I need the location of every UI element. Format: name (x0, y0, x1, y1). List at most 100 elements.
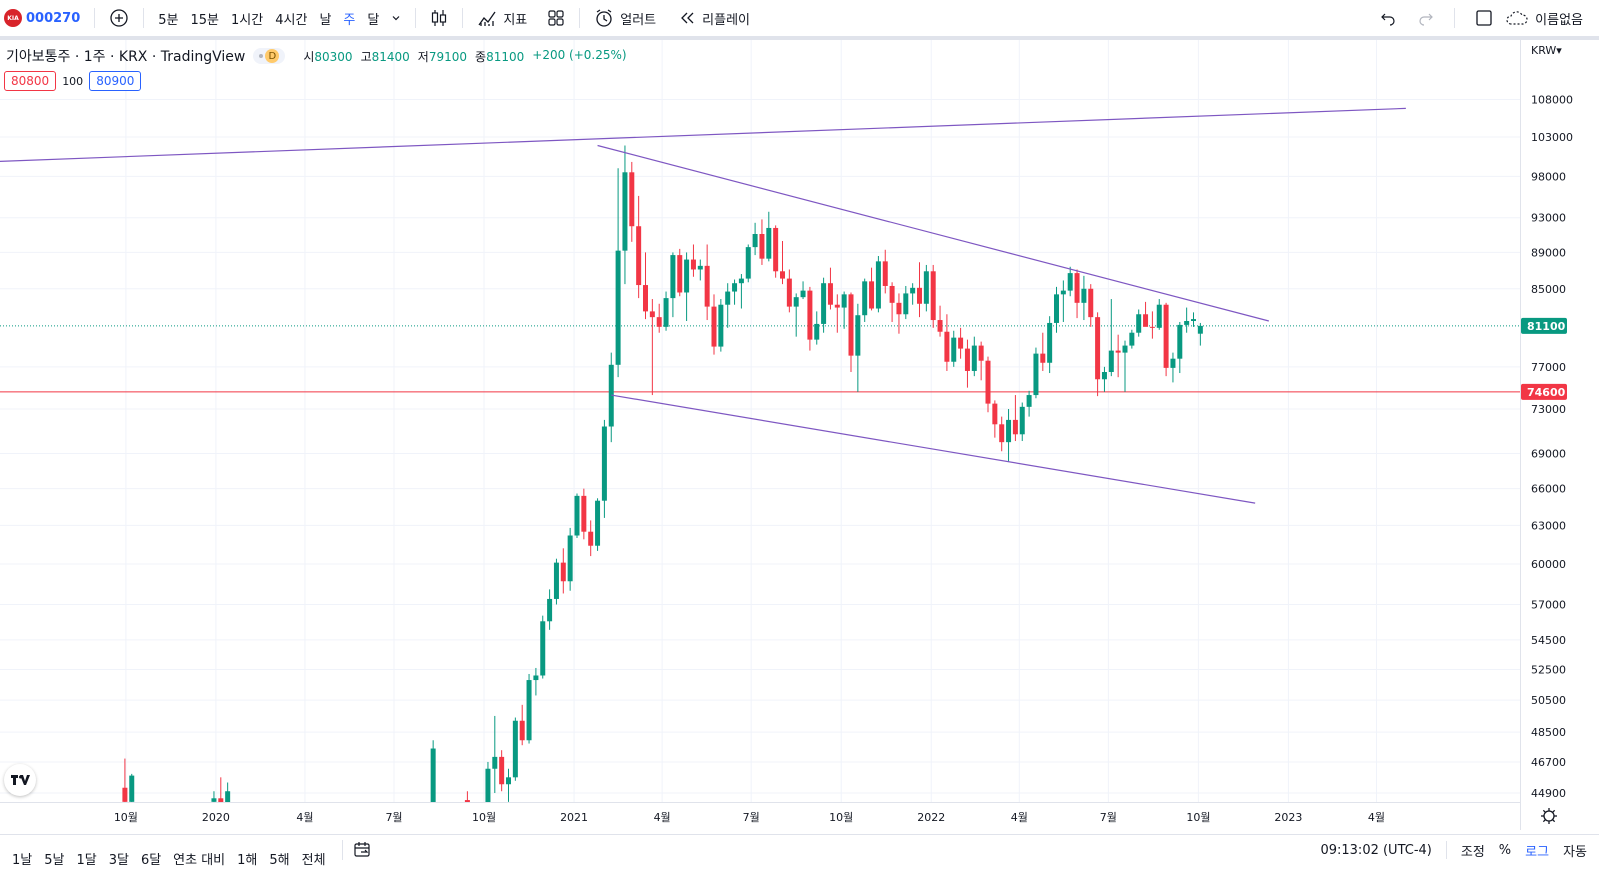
price-tick-label: 98000 (1531, 170, 1566, 183)
kia-logo-icon: KIA (4, 9, 22, 27)
price-tick-label: 85000 (1531, 283, 1566, 296)
range-4[interactable]: 6달 (140, 853, 162, 868)
save-layout-button[interactable]: 이름없음 (1505, 9, 1583, 28)
interval-group: 5분 15분 1시간 4시간 날 주 달 (152, 9, 385, 28)
divider (1445, 841, 1447, 859)
candle-body (1054, 294, 1059, 323)
interval-dropdown-button[interactable] (385, 13, 407, 23)
clock[interactable]: 09:13:02 (UTC-4) (1320, 842, 1432, 858)
candle-body (1197, 325, 1203, 334)
layouts-button[interactable] (541, 9, 571, 27)
badge-dot-icon (259, 54, 264, 58)
open-value: 80300 (314, 49, 353, 64)
sell-price-button[interactable]: 80800 (4, 71, 57, 91)
time-axis[interactable]: 10월 2020 4월 7월 10월 2021 4월 7월 10월 2022 4월 7월 10월 2023… (0, 802, 1520, 830)
goto-date-button[interactable] (353, 841, 371, 863)
grid-layout-icon (548, 10, 564, 26)
indicators-icon (478, 11, 496, 26)
toolbar-divider (415, 8, 417, 28)
chart-legend: 기아보통주 · 1주 · KRX · TradingView D 시80300 … (6, 46, 627, 66)
interval-2[interactable]: 1시간 (231, 12, 264, 28)
price-tick-label: 50500 (1531, 694, 1566, 707)
data-status-badge[interactable]: D (253, 48, 286, 64)
candlestick-chart[interactable] (0, 40, 1520, 802)
currency-label: KRW (1531, 44, 1557, 57)
high-label: 고 (360, 49, 372, 64)
price-tick-label: 63000 (1531, 519, 1566, 532)
range-0[interactable]: 1날 (12, 853, 33, 868)
candle-body (704, 265, 710, 307)
order-quantity[interactable]: 100 (62, 74, 84, 88)
range-2[interactable]: 1달 (76, 853, 97, 868)
change-value: +200 (+0.25%) (532, 47, 627, 62)
alarm-clock-icon (596, 9, 612, 27)
toolbar-right: 이름없음 (1380, 0, 1583, 36)
candle-body (1163, 304, 1169, 368)
time-tick-label: 7월 (743, 811, 760, 824)
candle-body (519, 720, 525, 741)
range-5[interactable]: 연초 대비 (173, 853, 226, 868)
compare-symbol-button[interactable] (103, 8, 135, 28)
price-tick-label: 57000 (1531, 598, 1566, 611)
candle-body (917, 287, 922, 304)
price-tick-label: 103000 (1531, 131, 1573, 144)
candle-body (786, 278, 792, 307)
log-scale-button[interactable]: 로그 (1525, 844, 1550, 860)
candle-body (1101, 372, 1107, 380)
candle-body (1019, 406, 1025, 435)
chart-type-button[interactable] (424, 8, 454, 28)
trendline-1 (597, 144, 1270, 322)
toolbar-divider (94, 8, 96, 28)
candle-body (882, 261, 888, 286)
interval-4[interactable]: 날 (319, 12, 332, 28)
candle-body (999, 424, 1005, 443)
chart-pane[interactable] (0, 40, 1520, 802)
indicators-button[interactable]: 지표 (471, 8, 533, 28)
interval-5[interactable]: 주 (343, 12, 356, 28)
candle-body (595, 500, 601, 546)
range-8[interactable]: 전체 (301, 853, 326, 868)
candle-body (677, 255, 683, 293)
percent-button[interactable]: % (1498, 842, 1512, 858)
candle-body (903, 293, 909, 315)
toolbar-separator (0, 36, 1599, 40)
range-6[interactable]: 1해 (237, 853, 258, 868)
auto-scale-button[interactable]: 자동 (1563, 844, 1587, 860)
candle-body (745, 247, 751, 279)
range-3[interactable]: 3달 (108, 853, 129, 868)
support-price-label: 74600 (1527, 386, 1566, 399)
candle-body (821, 283, 827, 324)
candle-body (793, 297, 799, 307)
tradingview-logo-icon[interactable] (4, 764, 36, 796)
symbol-code[interactable]: 000270 (26, 10, 81, 26)
candle-body (930, 271, 936, 321)
alert-button[interactable]: 얼러트 (588, 8, 662, 28)
interval-1[interactable]: 15분 (190, 12, 220, 28)
gear-icon (1543, 810, 1555, 822)
interval-3[interactable]: 4시간 (275, 12, 308, 28)
candle-body (923, 271, 929, 304)
undo-icon[interactable] (1380, 10, 1396, 26)
price-tick-label: 52500 (1531, 663, 1566, 676)
candle-body (670, 255, 676, 299)
candle-body (841, 294, 847, 308)
symbol-search[interactable]: KIA 000270 (0, 9, 80, 27)
adjust-button[interactable]: 조정 (1460, 844, 1485, 860)
fullscreen-square-icon[interactable] (1475, 9, 1493, 27)
time-scale: 10월 2020 4월 7월 10월 2021 4월 7월 10월 2022 4월 7월 10월 2023… (114, 811, 1385, 824)
time-tick-label: 10월 (472, 811, 496, 824)
legend-title[interactable]: 기아보통주 · 1주 · KRX · TradingView (6, 49, 246, 65)
replay-button[interactable]: 리플레이 (674, 9, 756, 28)
candle-body (1060, 290, 1066, 295)
currency-selector[interactable]: KRW▾ (1531, 44, 1562, 57)
redo-icon[interactable] (1418, 10, 1434, 26)
interval-6[interactable]: 달 (367, 12, 380, 28)
range-7[interactable]: 5해 (269, 853, 290, 868)
candle-body (964, 348, 970, 371)
candle-body (985, 360, 991, 404)
buy-price-button[interactable]: 80900 (89, 71, 142, 91)
price-axis[interactable]: KRW▾ 108000 103000 98000 93000 89000 85000 811… (1520, 40, 1599, 830)
interval-0[interactable]: 5분 (158, 12, 179, 28)
range-1[interactable]: 5날 (44, 853, 65, 868)
candle-body (1067, 273, 1073, 291)
